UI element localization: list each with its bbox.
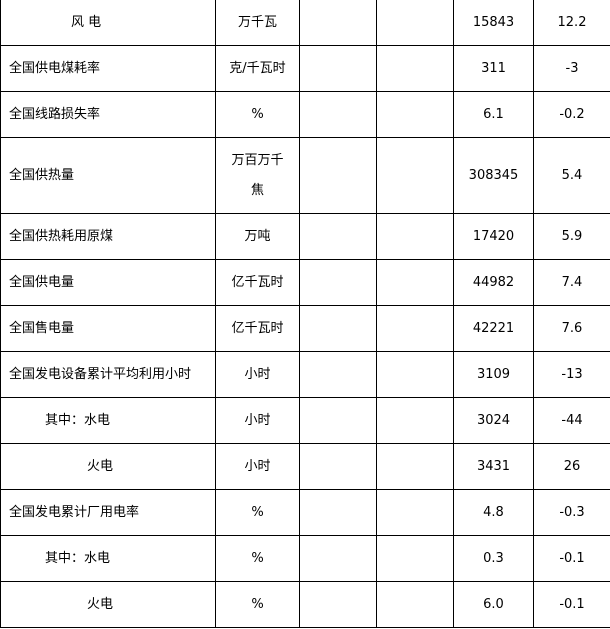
table-row: 全国供电量 亿千瓦时 44982 7.4 — [0, 259, 610, 306]
empty-cell — [376, 213, 454, 260]
row-name: 全国供热耗用原煤 — [0, 213, 216, 260]
empty-cell — [299, 91, 377, 138]
empty-cell — [376, 259, 454, 306]
row-change: -3 — [533, 45, 610, 92]
row-unit: 万百万千焦 — [215, 137, 300, 214]
row-unit: 克/千瓦时 — [215, 45, 300, 92]
row-value: 15843 — [453, 0, 534, 46]
row-value: 0.3 — [453, 535, 534, 582]
row-value: 42221 — [453, 305, 534, 352]
row-unit: 亿千瓦时 — [215, 259, 300, 306]
row-value: 17420 — [453, 213, 534, 260]
empty-cell — [299, 305, 377, 352]
row-change: -0.2 — [533, 91, 610, 138]
row-change: -44 — [533, 397, 610, 444]
table-row: 其中：水电 小时 3024 -44 — [0, 397, 610, 444]
empty-cell — [299, 137, 377, 214]
row-change: 5.9 — [533, 213, 610, 260]
empty-cell — [376, 137, 454, 214]
empty-cell — [376, 351, 454, 398]
row-unit: 小时 — [215, 351, 300, 398]
empty-cell — [299, 0, 377, 46]
row-change: 7.4 — [533, 259, 610, 306]
row-change: -0.1 — [533, 535, 610, 582]
empty-cell — [376, 443, 454, 490]
empty-cell — [376, 535, 454, 582]
table-row: 其中：水电% 0.3 -0.1 — [0, 535, 610, 582]
row-name: 火电 — [0, 443, 216, 490]
empty-cell — [376, 305, 454, 352]
empty-cell — [376, 489, 454, 536]
table-row: 火电 小时 3431 26 — [0, 443, 610, 490]
row-unit: % — [215, 535, 300, 582]
row-unit: 亿千瓦时 — [215, 305, 300, 352]
row-name: 全国供电量 — [0, 259, 216, 306]
row-value: 6.0 — [453, 581, 534, 628]
row-name: 其中：水电 — [0, 535, 216, 582]
table-row: 全国供热耗用原煤 万吨 17420 5.9 — [0, 213, 610, 260]
row-name: 全国线路损失率 — [0, 91, 216, 138]
row-name: 火电 — [0, 581, 216, 628]
empty-cell — [299, 489, 377, 536]
row-unit: % — [215, 91, 300, 138]
row-change: -0.1 — [533, 581, 610, 628]
row-value: 3109 — [453, 351, 534, 398]
empty-cell — [299, 581, 377, 628]
row-unit: 万吨 — [215, 213, 300, 260]
row-change: 26 — [533, 443, 610, 490]
row-change: -13 — [533, 351, 610, 398]
row-name: 全国发电累计厂用电率 — [0, 489, 216, 536]
row-name: 其中：水电 — [0, 397, 216, 444]
row-unit: % — [215, 581, 300, 628]
empty-cell — [376, 581, 454, 628]
row-name: 全国供热量 — [0, 137, 216, 214]
empty-cell — [376, 45, 454, 92]
row-change: 7.6 — [533, 305, 610, 352]
row-unit: 小时 — [215, 443, 300, 490]
empty-cell — [299, 213, 377, 260]
table-row: 风 电万千瓦 15843 12.2 — [0, 0, 610, 46]
row-unit: 万千瓦 — [215, 0, 300, 46]
empty-cell — [299, 535, 377, 582]
row-value: 308345 — [453, 137, 534, 214]
table-row: 全国发电设备累计平均利用小时 小时 3109 -13 — [0, 351, 610, 398]
row-unit: % — [215, 489, 300, 536]
row-name: 全国供电煤耗率 — [0, 45, 216, 92]
row-value: 44982 — [453, 259, 534, 306]
row-unit: 小时 — [215, 397, 300, 444]
empty-cell — [299, 443, 377, 490]
row-value: 4.8 — [453, 489, 534, 536]
table-row: 全国线路损失率% 6.1 -0.2 — [0, 91, 610, 138]
table-row: 全国供热量 万百万千焦 308345 5.4 — [0, 137, 610, 214]
empty-cell — [376, 91, 454, 138]
row-value: 6.1 — [453, 91, 534, 138]
table-row: 全国售电量 亿千瓦时 42221 7.6 — [0, 305, 610, 352]
table-row: 全国供电煤耗率 克/千瓦时 311 -3 — [0, 45, 610, 92]
row-change: -0.3 — [533, 489, 610, 536]
empty-cell — [299, 45, 377, 92]
row-value: 3431 — [453, 443, 534, 490]
empty-cell — [299, 351, 377, 398]
empty-cell — [299, 259, 377, 306]
row-name: 全国售电量 — [0, 305, 216, 352]
table-row: 火电% 6.0 -0.1 — [0, 581, 610, 628]
empty-cell — [376, 0, 454, 46]
row-name: 风 电 — [0, 0, 216, 46]
row-value: 311 — [453, 45, 534, 92]
row-change: 5.4 — [533, 137, 610, 214]
row-value: 3024 — [453, 397, 534, 444]
row-name: 全国发电设备累计平均利用小时 — [0, 351, 216, 398]
table-row: 全国发电累计厂用电率% 4.8 -0.3 — [0, 489, 610, 536]
row-change: 12.2 — [533, 0, 610, 46]
empty-cell — [299, 397, 377, 444]
empty-cell — [376, 397, 454, 444]
